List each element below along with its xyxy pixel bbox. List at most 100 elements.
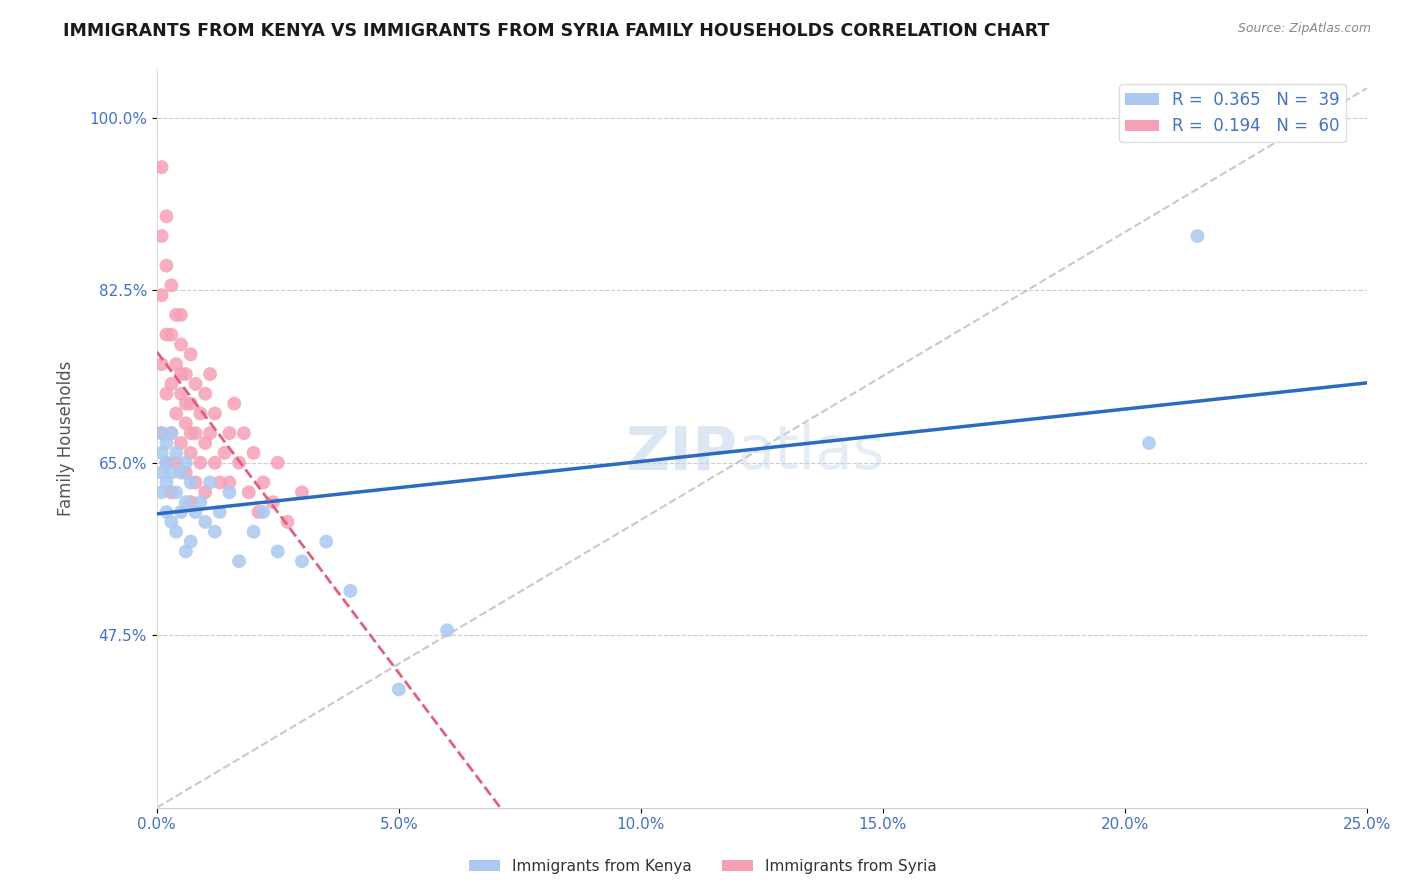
Y-axis label: Family Households: Family Households xyxy=(58,360,75,516)
Point xyxy=(155,436,177,450)
Point xyxy=(150,426,173,441)
Legend: R =  0.365   N =  39, R =  0.194   N =  60: R = 0.365 N = 39, R = 0.194 N = 60 xyxy=(1119,84,1347,142)
Text: atlas: atlas xyxy=(738,424,886,483)
Point xyxy=(174,495,197,509)
Point xyxy=(1137,436,1160,450)
Point xyxy=(150,485,173,500)
Point xyxy=(232,426,254,441)
Point xyxy=(174,456,197,470)
Point xyxy=(155,327,177,342)
Point xyxy=(198,475,221,490)
Point xyxy=(204,407,226,421)
Point xyxy=(228,554,250,568)
Point xyxy=(180,475,202,490)
Point xyxy=(184,475,207,490)
Point xyxy=(150,229,173,244)
Point xyxy=(160,426,183,441)
Point xyxy=(180,396,202,410)
Point xyxy=(170,436,193,450)
Point xyxy=(388,682,411,697)
Point xyxy=(184,505,207,519)
Point xyxy=(194,386,217,401)
Point xyxy=(262,495,284,509)
Point xyxy=(291,554,314,568)
Point xyxy=(165,446,187,460)
Text: IMMIGRANTS FROM KENYA VS IMMIGRANTS FROM SYRIA FAMILY HOUSEHOLDS CORRELATION CHA: IMMIGRANTS FROM KENYA VS IMMIGRANTS FROM… xyxy=(63,22,1050,40)
Point xyxy=(204,456,226,470)
Point xyxy=(150,160,173,174)
Point xyxy=(228,456,250,470)
Point xyxy=(165,485,187,500)
Point xyxy=(174,466,197,480)
Point xyxy=(204,524,226,539)
Point xyxy=(170,337,193,351)
Point xyxy=(174,417,197,431)
Point xyxy=(180,495,202,509)
Point xyxy=(224,396,246,410)
Point xyxy=(155,386,177,401)
Point xyxy=(174,544,197,558)
Point xyxy=(252,475,274,490)
Point xyxy=(267,544,290,558)
Point xyxy=(188,407,211,421)
Point xyxy=(165,407,187,421)
Point xyxy=(174,367,197,381)
Point xyxy=(180,347,202,361)
Point xyxy=(242,446,264,460)
Point xyxy=(218,485,240,500)
Point xyxy=(194,515,217,529)
Point xyxy=(150,466,173,480)
Point xyxy=(194,436,217,450)
Point xyxy=(160,466,183,480)
Point xyxy=(160,515,183,529)
Point xyxy=(165,524,187,539)
Point xyxy=(208,505,231,519)
Point xyxy=(188,456,211,470)
Point xyxy=(238,485,260,500)
Point xyxy=(194,485,217,500)
Point xyxy=(150,446,173,460)
Legend: Immigrants from Kenya, Immigrants from Syria: Immigrants from Kenya, Immigrants from S… xyxy=(463,853,943,880)
Point xyxy=(170,505,193,519)
Point xyxy=(188,495,211,509)
Point xyxy=(160,426,183,441)
Point xyxy=(150,426,173,441)
Text: ZIP: ZIP xyxy=(626,424,738,483)
Point xyxy=(339,583,361,598)
Point xyxy=(174,396,197,410)
Point xyxy=(155,456,177,470)
Point xyxy=(165,456,187,470)
Point xyxy=(180,534,202,549)
Point xyxy=(155,456,177,470)
Point xyxy=(170,386,193,401)
Point xyxy=(218,475,240,490)
Point xyxy=(315,534,337,549)
Point xyxy=(150,288,173,302)
Point xyxy=(155,210,177,224)
Text: Source: ZipAtlas.com: Source: ZipAtlas.com xyxy=(1237,22,1371,36)
Point xyxy=(155,475,177,490)
Point xyxy=(436,624,458,638)
Point xyxy=(165,357,187,371)
Point xyxy=(155,505,177,519)
Point xyxy=(165,308,187,322)
Point xyxy=(247,505,270,519)
Point xyxy=(184,376,207,391)
Point xyxy=(208,475,231,490)
Point xyxy=(252,505,274,519)
Point xyxy=(218,426,240,441)
Point xyxy=(160,376,183,391)
Point xyxy=(291,485,314,500)
Point xyxy=(170,308,193,322)
Point xyxy=(242,524,264,539)
Point xyxy=(160,278,183,293)
Point xyxy=(1187,229,1209,244)
Point xyxy=(180,426,202,441)
Point xyxy=(170,367,193,381)
Point xyxy=(160,327,183,342)
Point xyxy=(155,259,177,273)
Point xyxy=(267,456,290,470)
Point xyxy=(276,515,298,529)
Point xyxy=(170,466,193,480)
Point xyxy=(160,485,183,500)
